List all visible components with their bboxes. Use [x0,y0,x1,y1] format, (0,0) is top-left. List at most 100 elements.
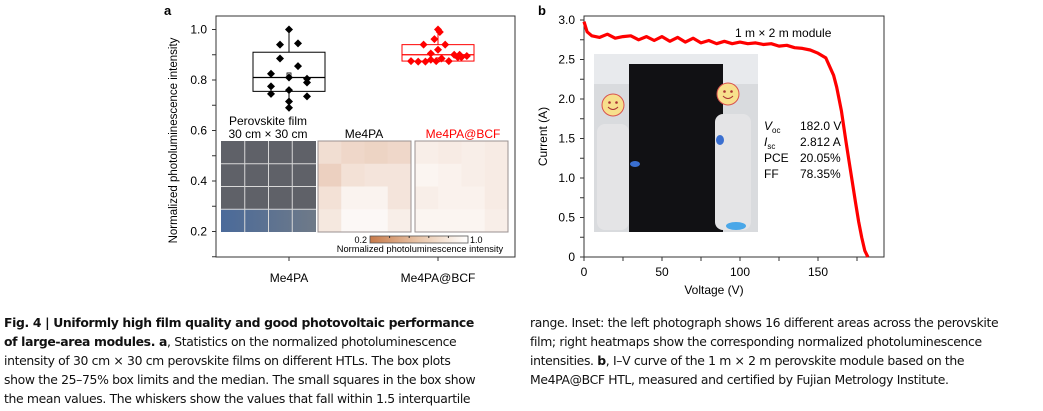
metric-value-0: 182.0 V [800,119,841,133]
heatmap-cell [461,209,486,233]
heatmap-me4pa-bcf [414,140,509,233]
data-point [430,35,439,44]
heatmap-cell [318,163,342,187]
data-point [285,25,293,34]
heatmap-cell [461,186,486,210]
solar-module-photo [629,64,723,232]
metric-label-2: PCE [764,151,789,165]
heatmap-cell [438,209,462,233]
heatmap-cell [364,209,389,233]
person-left [597,124,629,230]
colorbar-max-label: 1.0 [470,235,483,245]
plot-frame [583,15,885,258]
y-tick-label: 2.5 [558,53,575,67]
data-point [419,40,428,49]
caption-line: show the 25–75% box limits and the media… [4,370,476,389]
smiley-eye [730,90,733,93]
data-point [426,49,435,58]
face-blur-icon [601,93,625,117]
data-point [285,97,293,106]
data-point [444,57,453,66]
caption-text: film; right heatmaps show the correspond… [530,334,982,349]
heatmap-cell [438,141,462,165]
y-tick-label: 0.8 [190,73,207,87]
heatmap-cell [438,163,462,187]
heatmap-cell [387,141,412,165]
person-right [715,114,751,230]
data-point [267,69,275,78]
x-tick-label: 100 [730,265,750,279]
data-point [267,82,275,91]
caption-line: intensity of 30 cm × 30 cm perovskite fi… [4,351,475,370]
x-tick-label: Me4PA [270,271,308,285]
metric-label-1: Isc [764,135,775,151]
data-point [303,92,311,101]
box-iqr [252,51,326,92]
data-point [285,86,293,95]
smiley-eye [608,101,611,104]
inset-photo-size: 30 cm × 30 cm [228,127,307,141]
data-point [294,62,302,71]
y-tick-label: 1.5 [558,132,575,146]
metric-value-2: 20.05% [800,151,841,165]
shoe-cover [726,222,746,230]
data-point [303,78,311,87]
glove-right [716,135,724,145]
caption-bold: b [597,353,606,368]
plot-frame [215,15,516,258]
caption-text: show the 25–75% box limits and the media… [4,372,476,387]
x-tick-label: 50 [655,265,669,279]
x-tick-label: 0 [581,265,588,279]
caption-bold: of large-area modules. a [4,334,168,349]
data-point [276,40,284,49]
iv-curve-line [582,21,870,258]
y-axis-label: Normalized photoluminescence intensity [168,37,180,243]
caption-line: Me4PA@BCF HTL, measured and certified by… [530,370,998,389]
data-point [462,52,471,61]
heatmap-cell [341,209,365,233]
data-point [434,45,442,54]
y-tick-label: 0.6 [190,124,207,138]
data-point [435,28,444,37]
heatmap-cell [341,163,365,187]
y-tick-label: 0.5 [558,211,575,225]
data-point [441,40,450,49]
heatmap-cell [438,186,462,210]
y-tick-label: 1.0 [558,171,575,185]
heatmap-cell [318,209,342,233]
heatmap-cell [364,141,389,165]
caption-text: Me4PA@BCF HTL, measured and certified by… [530,372,949,387]
heatmap-label-me4pa-bcf: Me4PA@BCF [426,127,501,141]
inset-photo-label: Perovskite film [229,114,307,128]
smiley-mouth [722,95,734,99]
caption-text: intensities. [530,353,598,368]
heatmap-cell [387,209,412,233]
caption-line: intensities. b, I–V curve of the 1 m × 2… [530,351,998,370]
figure-caption-left: Fig. 4 | Uniformly high film quality and… [4,313,476,408]
caption-text: range. Inset: the left photograph shows … [530,315,999,330]
figure-caption-right: range. Inset: the left photograph shows … [530,313,999,389]
smiley-eye [615,101,618,104]
heatmap-me4pa [317,140,412,233]
data-point [267,89,275,98]
heatmap-cell [461,163,486,187]
caption-line: film; right heatmaps show the correspond… [530,332,998,351]
face-blur-icon [716,82,740,106]
heatmap-cell [341,186,365,210]
panel-label-a: a [164,3,172,18]
caption-text: the mean values. The whiskers show the v… [4,391,471,406]
caption-text: intensity of 30 cm × 30 cm perovskite fi… [4,353,451,368]
heatmap-cell [484,209,509,233]
caption-bold: Fig. 4 | Uniformly high film quality and… [4,315,474,330]
panel-label-b: b [538,3,546,18]
y-axis-label: Current (A) [536,107,550,166]
heatmap-cell [461,141,486,165]
data-point [437,54,446,63]
caption-line: range. Inset: the left photograph shows … [530,313,999,332]
colorbar-label: Normalized photoluminescence intensity [337,244,504,254]
heatmap-cell [318,186,342,210]
heatmap-cell [387,163,412,187]
data-point [455,50,464,59]
caption-text: , Statistics on the normalized photolumi… [167,334,457,349]
